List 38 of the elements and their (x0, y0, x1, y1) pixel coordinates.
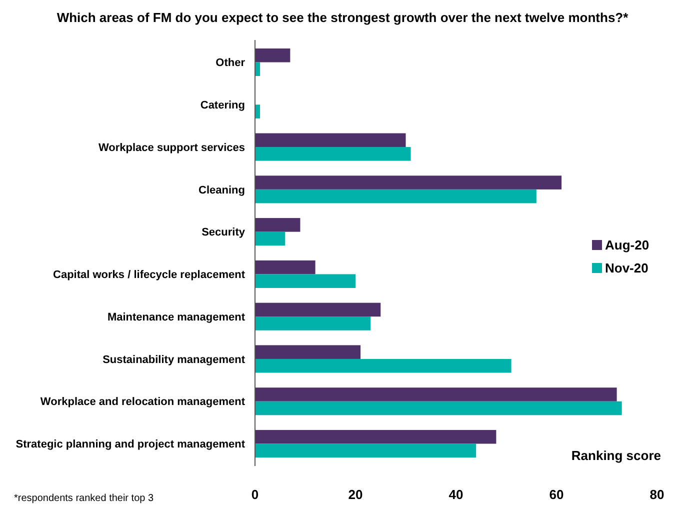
bar (255, 133, 406, 148)
bar (255, 444, 476, 458)
legend-label: Nov-20 (605, 260, 648, 276)
bar (255, 358, 512, 373)
y-tick-label: Capital works / lifecycle replacement (53, 269, 246, 282)
x-axis-title: Ranking score (571, 448, 661, 463)
x-tick-label: 40 (448, 487, 464, 502)
y-tick-label: Sustainability management (102, 354, 246, 366)
bar (255, 388, 617, 402)
chart-title: Which areas of FM do you expect to see the strongest growth over the next twelve months?* (56, 10, 630, 25)
y-tick-label: Cleaning (198, 184, 245, 196)
x-tick-label: 80 (650, 487, 664, 502)
y-tick-label: Other (216, 57, 246, 70)
bar (255, 104, 260, 118)
y-tick-label: Security (202, 226, 246, 239)
y-tick-label: Workplace and relocation management (40, 396, 246, 408)
bar (255, 147, 411, 161)
x-tick-label: 60 (549, 487, 564, 502)
bar (255, 316, 371, 330)
bar (255, 218, 300, 232)
y-tick-label: Strategic planning and project management (16, 438, 246, 451)
bar (255, 302, 381, 317)
x-tick-label: 20 (348, 487, 363, 502)
bar (255, 430, 496, 444)
bar (255, 189, 536, 204)
y-tick-label: Workplace support services (98, 142, 245, 154)
bar (255, 260, 316, 274)
bar (255, 232, 286, 246)
legend-label: Aug-20 (605, 238, 650, 253)
x-tick-label: 0 (251, 487, 259, 502)
bar (255, 274, 356, 288)
bar (255, 345, 361, 359)
bar (255, 48, 290, 62)
text: *respondents ranked their top 3 (14, 493, 154, 504)
y-tick-label: Maintenance management (107, 311, 246, 324)
bar (255, 401, 622, 416)
bar (255, 176, 562, 190)
y-tick-label: Catering (200, 99, 245, 112)
